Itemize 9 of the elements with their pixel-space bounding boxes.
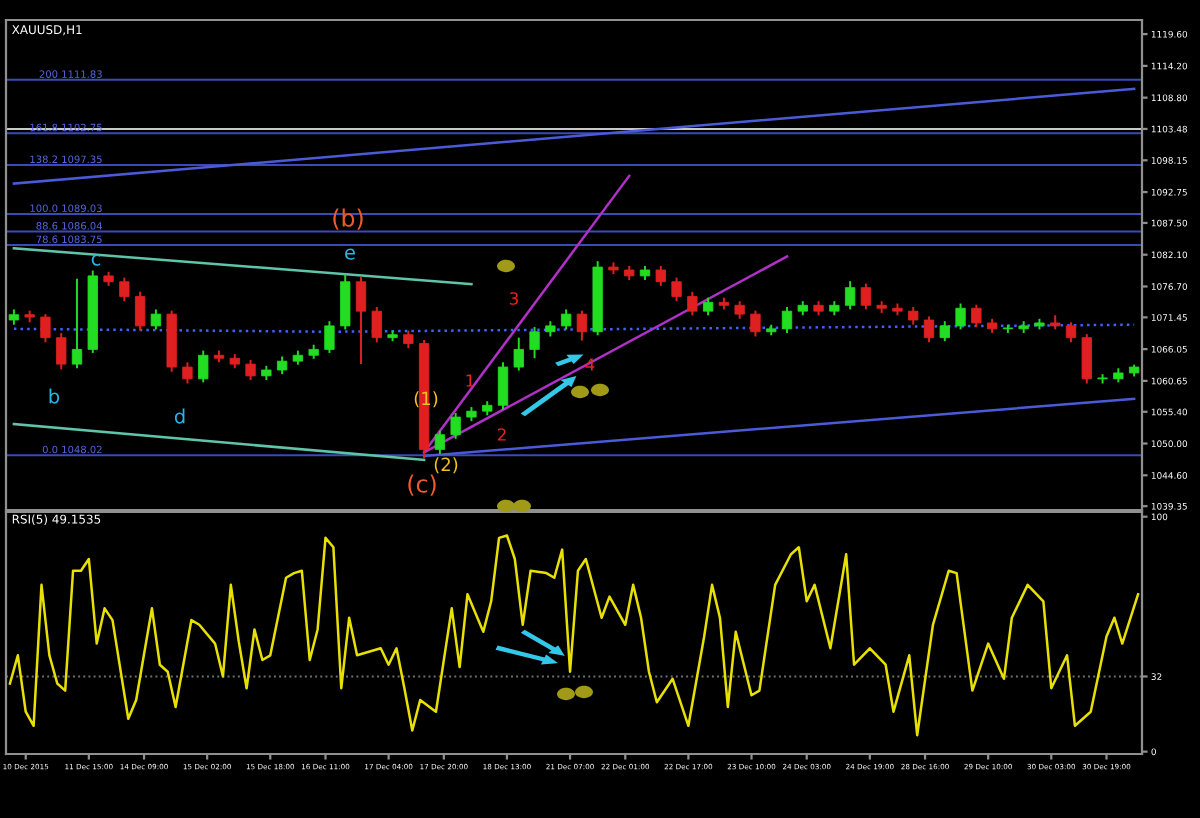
annotation: c: [91, 254, 101, 266]
annotation: 3: [509, 292, 518, 305]
annotation: e: [345, 248, 355, 260]
annotation: b: [49, 388, 60, 404]
annotation: (2): [434, 457, 458, 474]
annotation: 1: [466, 374, 474, 387]
annotation: d: [174, 408, 185, 424]
annotation: (c): [408, 474, 436, 496]
annotation: 2: [497, 428, 506, 441]
